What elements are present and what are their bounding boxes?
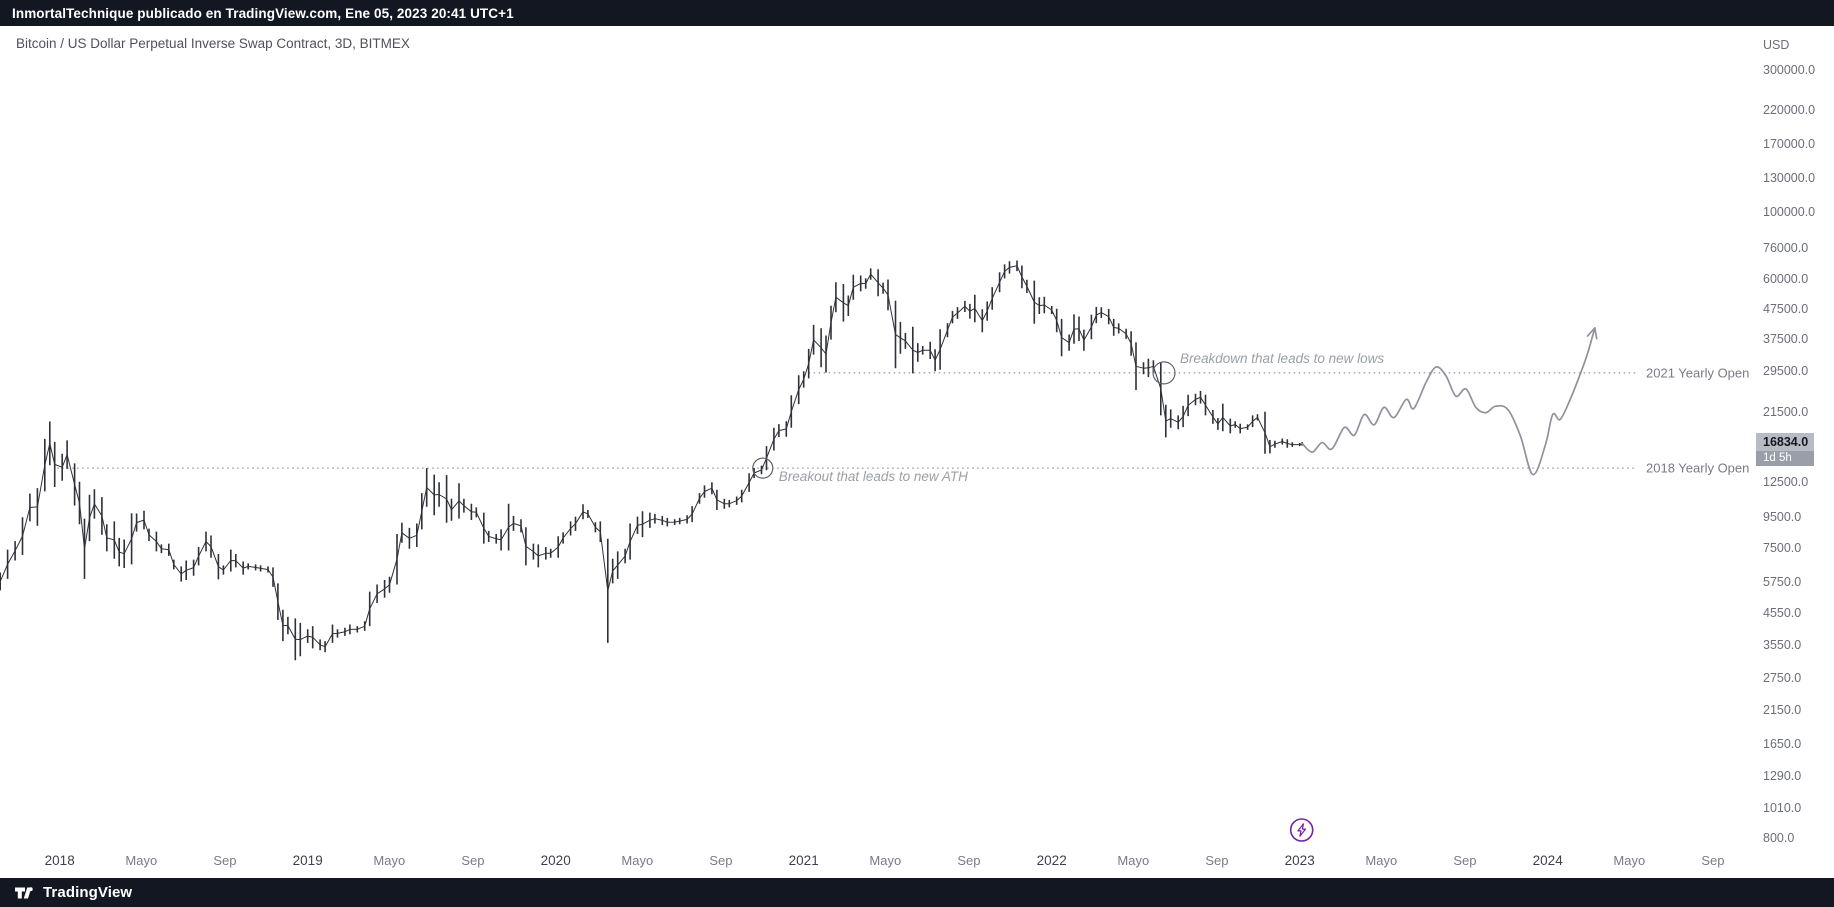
time-tick-month: Sep [1453,853,1477,868]
price-tick-label: 29500.0 [1763,363,1809,378]
price-axis[interactable]: 300000.0 220000.0 170000.0 130000.0 100000.0… [1755,26,1834,878]
bar-countdown: 1d 5h [1756,451,1814,467]
price-chart-canvas[interactable]: Breakout that leads to new ATH Breakdown … [0,26,1755,878]
lightning-icon [1297,823,1307,837]
price-tick-label: 60000.0 [1763,271,1809,286]
candlesticks [0,260,1303,661]
level-label: 2021 Yearly Open [1646,365,1750,381]
time-tick-month: Mayo [1365,853,1398,868]
time-tick-month: Mayo [869,853,902,868]
brand-bar: TradingView [0,878,1834,907]
time-tick-year: 2023 [1284,853,1315,868]
time-tick-month: Sep [709,853,733,868]
annotation-text: Breakdown that leads to new lows [1180,351,1384,366]
symbol-title: Bitcoin / US Dollar Perpetual Inverse Sw… [16,36,410,51]
price-line [0,265,1303,648]
annotation-circle [1152,361,1176,385]
publish-event-icon[interactable] [1289,818,1314,842]
time-tick-month: Sep [957,853,981,868]
annotation-text: Breakout that leads to new ATH [779,469,968,484]
event-circle [1289,818,1314,842]
chart-title: Bitcoin / US Dollar Perpetual Inverse Sw… [16,36,410,51]
price-tick-label: 37500.0 [1763,332,1809,347]
time-tick-year: 2024 [1532,853,1563,868]
price-tick-label: 76000.0 [1763,240,1809,255]
price-tick-label: 100000.0 [1763,205,1816,220]
price-tick-label: 130000.0 [1763,171,1816,186]
time-tick-month: Mayo [125,853,158,868]
price-tick-label: 21500.0 [1763,404,1809,419]
currency-label: USD [1763,38,1790,52]
time-tick-month: Sep [461,853,485,868]
price-tick-label: 4550.0 [1763,605,1802,620]
time-tick-month: Mayo [1117,853,1150,868]
time-tick-year: 2020 [540,853,571,868]
price-tick-label: 12500.0 [1763,474,1809,489]
price-tick-label: 2750.0 [1763,670,1802,685]
price-tick-label: 300000.0 [1763,63,1816,78]
projection-arrowhead [1586,327,1598,340]
price-tick-label: 47500.0 [1763,301,1809,316]
time-tick-year: 2018 [44,853,75,868]
time-tick-month: Sep [1205,853,1229,868]
price-tick-label: 1010.0 [1763,800,1802,815]
price-tick-label: 5750.0 [1763,575,1802,590]
tradingview-logo-icon[interactable] [14,884,35,902]
chart-area: Bitcoin / US Dollar Perpetual Inverse Sw… [0,26,1834,878]
annotation-circle [752,457,774,479]
price-tick-label: 2150.0 [1763,702,1802,717]
price-tick-label: 1290.0 [1763,768,1802,783]
time-tick-year: 2022 [1036,853,1067,868]
last-price-label: 16834.0 1d 5h [1756,433,1814,467]
last-price-value: 16834.0 [1756,433,1814,452]
tradingview-wordmark[interactable]: TradingView [43,884,133,901]
time-tick-month: Mayo [1613,853,1646,868]
publish-bar: InmortalTechnique publicado en TradingVi… [0,0,1834,26]
time-tick-month: Sep [213,853,237,868]
time-tick-year: 2019 [292,853,323,868]
price-tick-label: 1650.0 [1763,736,1802,751]
price-tick-label: 9500.0 [1763,510,1802,525]
time-tick-year: 2021 [788,853,819,868]
publish-text: InmortalTechnique publicado en TradingVi… [12,5,514,21]
price-tick-label: 7500.0 [1763,540,1802,555]
price-tick-label: 220000.0 [1763,103,1816,118]
level-label: 2018 Yearly Open [1646,460,1750,476]
projection-path [1301,327,1596,476]
time-axis[interactable]: 2018 Mayo Sep 2019 Mayo Sep 2020 Mayo Sep 2021 May… [0,848,1755,878]
price-tick-label: 800.0 [1763,830,1795,845]
price-tick-label: 170000.0 [1763,136,1816,151]
time-tick-month: Mayo [621,853,654,868]
price-tick-label: 3550.0 [1763,637,1802,652]
time-tick-month: Mayo [373,853,406,868]
time-tick-month: Sep [1701,853,1725,868]
